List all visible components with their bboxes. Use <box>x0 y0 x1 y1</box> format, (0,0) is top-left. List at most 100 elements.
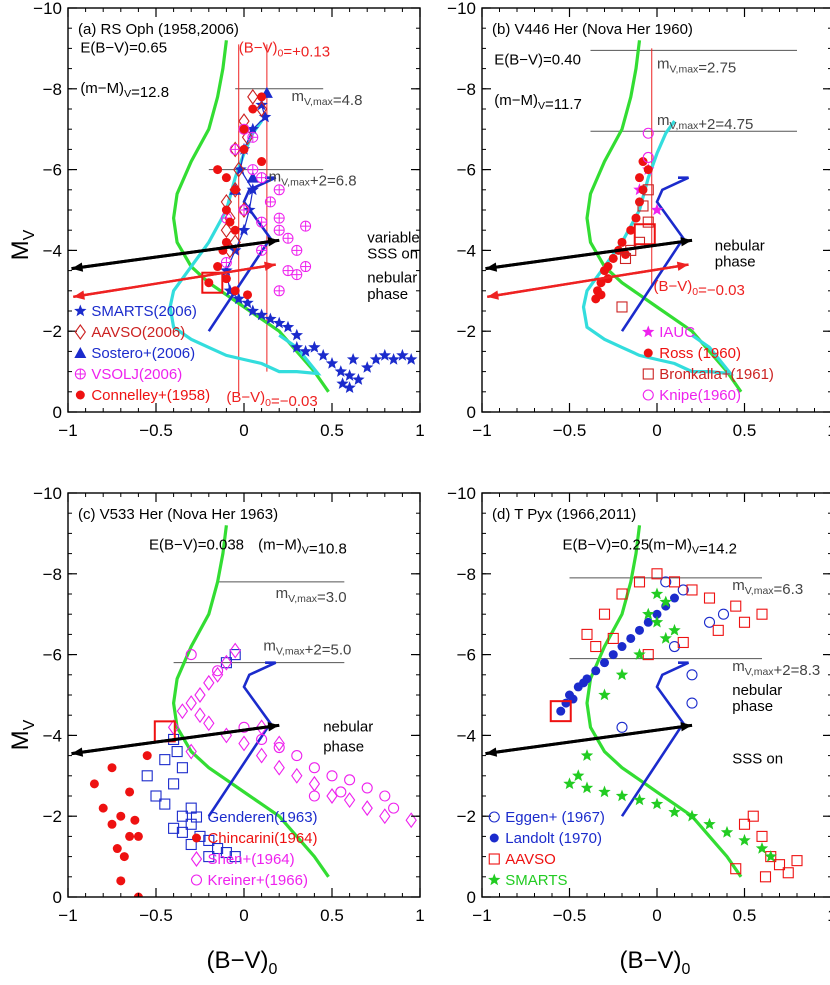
series-eggen-1967- <box>616 576 730 733</box>
x-tick-label: −0.5 <box>553 421 587 440</box>
legend-marker <box>74 368 86 380</box>
data-point <box>203 715 215 732</box>
plot-area <box>485 40 797 393</box>
x-tick-label: −1 <box>58 421 77 440</box>
data-point <box>619 252 632 265</box>
annotation-label: (m−M)V=14.2 <box>648 537 737 558</box>
y-tick-label: −10 <box>33 484 62 503</box>
legend-marker <box>74 304 87 317</box>
data-point <box>116 811 126 821</box>
data-point <box>703 592 716 604</box>
data-point <box>238 735 250 752</box>
legend-label: IAUC <box>659 324 695 341</box>
data-point <box>660 576 672 588</box>
data-point <box>98 803 108 813</box>
data-point <box>229 851 241 863</box>
data-point <box>343 369 356 381</box>
annotation-label: SSS on <box>732 751 783 768</box>
data-point <box>203 674 215 691</box>
data-point <box>596 290 606 300</box>
y-tick-label: 0 <box>467 403 476 422</box>
legend-entry: Connelley+(1958) <box>75 387 210 404</box>
legend-marker <box>489 833 499 843</box>
data-point <box>238 721 250 733</box>
legend-entry: AAVSO <box>488 851 556 868</box>
y-tick-label: −10 <box>447 484 476 503</box>
legend-entry: Chincarini(1964) <box>191 830 318 847</box>
legend-entry: Kreiner+(1966) <box>190 872 308 889</box>
y-tick-label: 0 <box>53 888 62 907</box>
data-point <box>255 747 268 764</box>
data-point <box>116 876 126 886</box>
annotation-label: (m−M)V=10.8 <box>258 537 347 558</box>
annotation-label: (B−V)0=+0.13 <box>239 39 330 60</box>
data-point <box>256 244 268 256</box>
data-point <box>617 642 627 652</box>
data-point <box>369 353 383 365</box>
data-point <box>229 649 241 661</box>
annotation-label: mV,max=6.3 <box>732 577 803 598</box>
data-point <box>204 278 214 288</box>
data-point <box>273 759 285 776</box>
data-point <box>668 576 681 588</box>
green-template-track <box>171 525 330 878</box>
annotation-label: (m−M)V=12.8 <box>80 80 169 101</box>
data-point <box>273 184 285 196</box>
data-point <box>203 851 215 863</box>
data-point <box>747 810 759 822</box>
data-point <box>343 381 356 393</box>
data-point <box>300 220 312 232</box>
data-point <box>677 584 689 596</box>
data-point <box>643 165 653 175</box>
data-point <box>631 213 641 223</box>
legend-entry: VSOLJ(2006) <box>74 366 182 383</box>
annotation-label: nebular <box>323 718 373 735</box>
data-point <box>642 184 654 196</box>
data-point <box>234 163 247 175</box>
data-point <box>290 340 303 353</box>
nebular-arrow-right <box>71 722 280 756</box>
data-point <box>650 797 664 810</box>
series-bronkalla-1961- <box>616 184 654 313</box>
legend-label: Connelley+(1958) <box>91 387 210 404</box>
data-point <box>755 842 769 854</box>
x-tick-label: −1 <box>58 906 77 925</box>
data-point <box>326 770 338 782</box>
data-point <box>563 777 576 790</box>
data-point <box>223 284 237 297</box>
data-point <box>308 340 321 353</box>
data-point <box>773 859 786 871</box>
data-point <box>247 88 259 105</box>
data-point <box>150 790 162 802</box>
data-point <box>220 264 233 276</box>
blue-template-track <box>620 176 690 332</box>
data-point <box>791 855 803 867</box>
data-point <box>300 261 312 273</box>
data-point <box>125 787 135 797</box>
data-point <box>229 642 241 659</box>
legend-entry: IAUC <box>642 324 695 341</box>
data-point <box>764 850 777 862</box>
legend-entry: Landolt (1970) <box>489 830 602 847</box>
annotation-label: E(B−V)=0.25 <box>563 537 650 554</box>
data-point <box>194 687 206 703</box>
legend-entry: SMARTS <box>488 872 567 889</box>
data-point <box>361 782 373 794</box>
y-tick-label: −4 <box>457 726 476 745</box>
data-point <box>229 141 241 158</box>
data-point <box>291 767 303 784</box>
y-tick-label: −6 <box>457 646 476 665</box>
data-point <box>608 253 618 263</box>
legend-entry: AAVSO(2006) <box>74 324 185 341</box>
data-point <box>596 278 606 288</box>
data-point <box>107 763 117 773</box>
data-point <box>738 833 751 846</box>
annotation-label: phase <box>323 739 364 756</box>
data-point <box>212 842 224 855</box>
series-ross-1960- <box>591 157 653 304</box>
x-tick-label: 1 <box>827 906 830 925</box>
data-point <box>264 196 276 208</box>
annotation-label: mV,max=3.0 <box>276 585 347 606</box>
data-point <box>248 104 258 114</box>
